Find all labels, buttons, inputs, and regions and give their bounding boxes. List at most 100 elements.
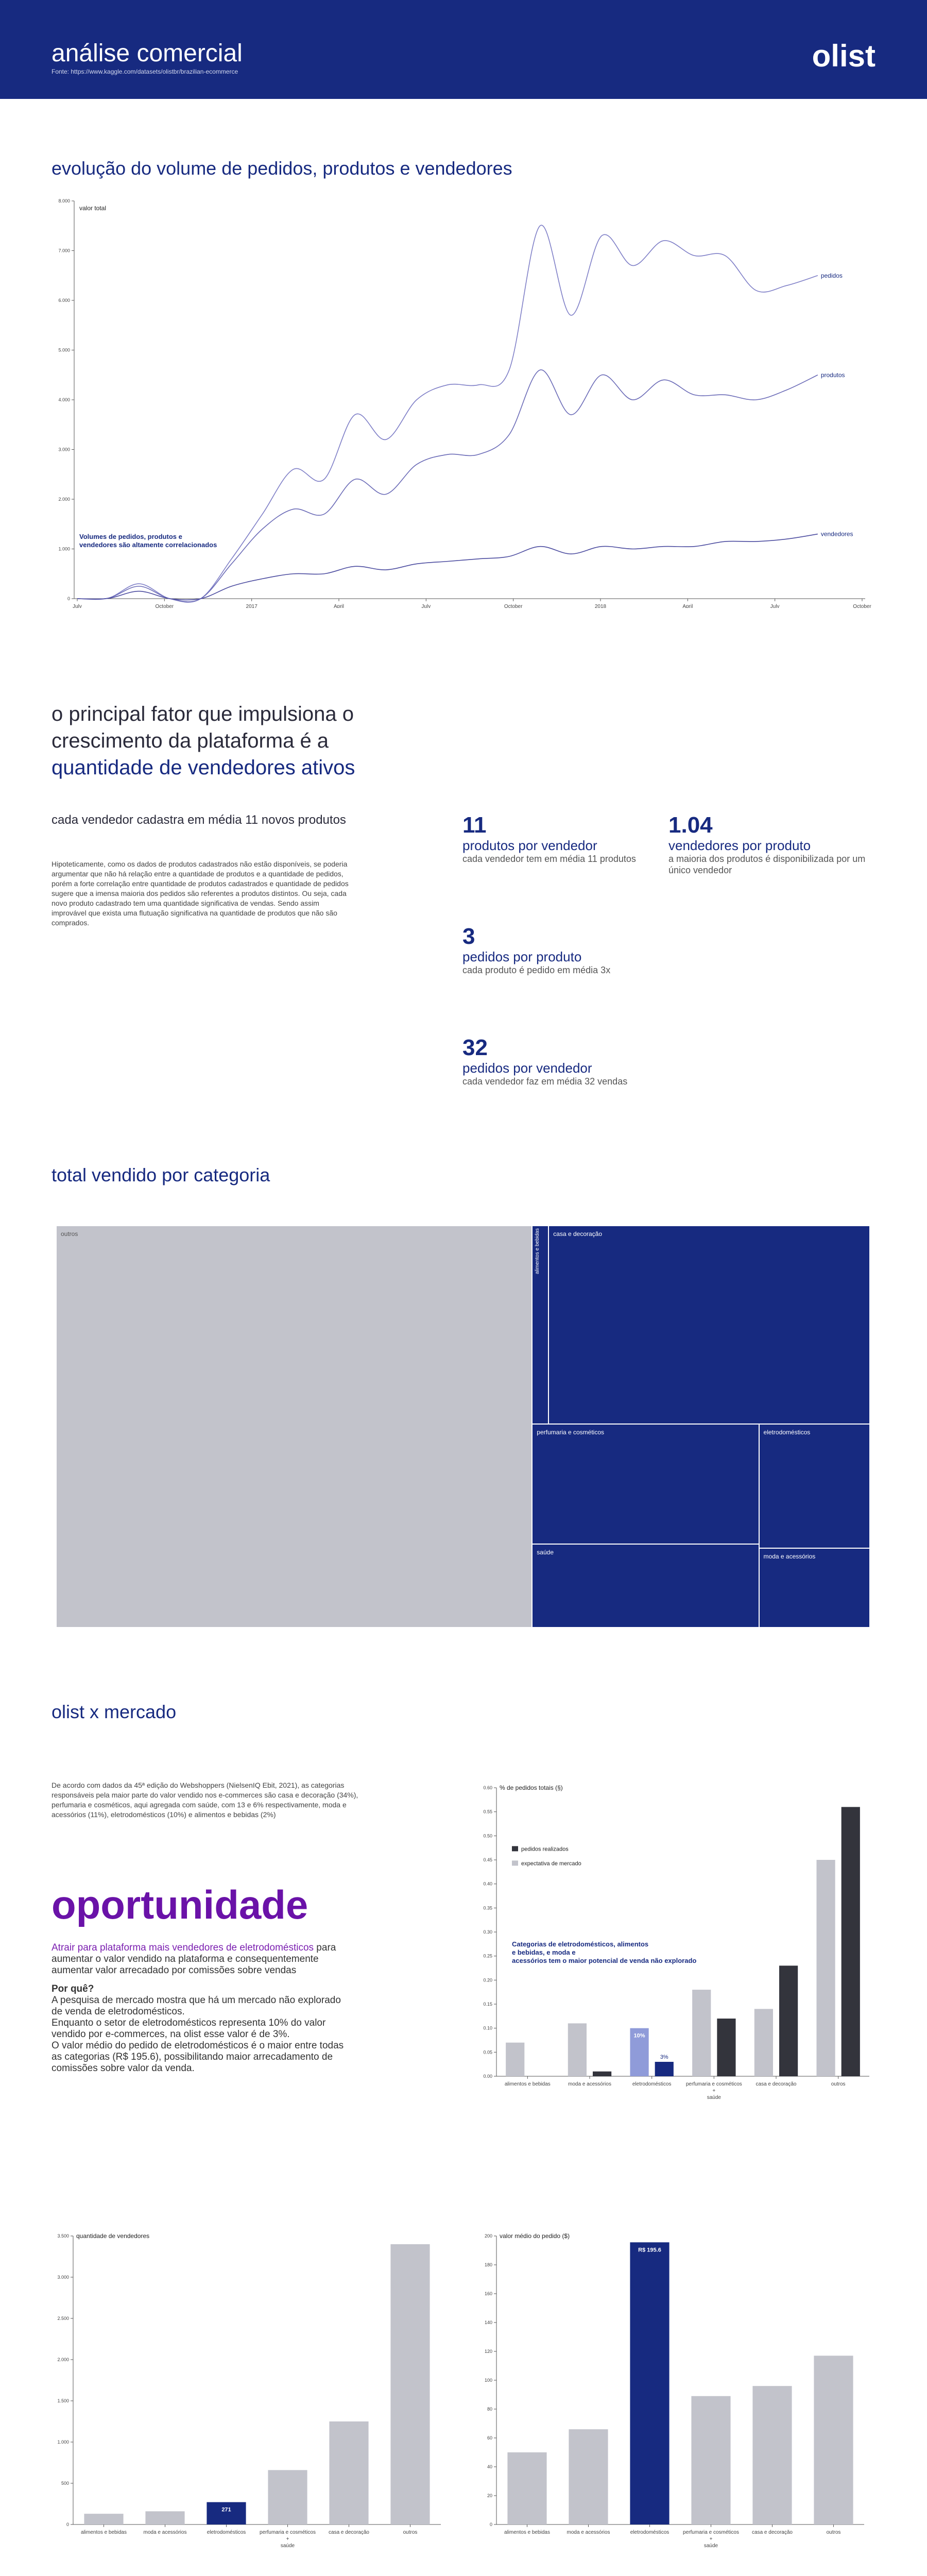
why-heading: Por quê?	[52, 1984, 94, 1994]
page-title: análise comercial	[52, 40, 243, 67]
why-line-1: A pesquisa de mercado mostra que há um m…	[52, 1995, 341, 2017]
bar	[507, 2452, 547, 2524]
treemap-label: perfumaria e cosméticos	[537, 1429, 605, 1436]
bar-value-label: 10%	[634, 2033, 645, 2039]
treemap-cell: perfumaria e cosméticos	[533, 1425, 759, 1544]
section-title-evolution: evolução do volume de pedidos, produtos …	[52, 158, 512, 179]
y-tick-label: 0.00	[483, 2074, 492, 2079]
x-tick-label: alimentos e bebidas	[505, 2081, 551, 2087]
annotation-line: Volumes de pedidos, produtos e	[79, 533, 182, 540]
x-tick-label: July	[770, 604, 780, 608]
series-label-produtos: produtos	[821, 371, 845, 379]
bar-market-expectation	[692, 1990, 711, 2076]
bar	[814, 2355, 853, 2524]
y-tick-label: 3.000	[58, 447, 70, 452]
bar	[329, 2421, 369, 2524]
growth-paragraph: Hipoteticamente, como os dados de produt…	[52, 860, 349, 927]
y-tick-label: 500	[61, 2481, 69, 2486]
bar-orders-realized	[717, 2019, 736, 2076]
y-tick-label: 0.45	[483, 1857, 492, 1862]
x-tick-label: July	[73, 604, 82, 608]
series-line-vendedores	[77, 533, 818, 601]
annotation-line: e bebidas, e moda e	[512, 1948, 576, 1956]
y-axis-label: % de pedidos totais (§)	[500, 1784, 563, 1791]
bar-orders-realized	[593, 2071, 612, 2076]
y-tick-label: 6.000	[58, 298, 70, 303]
x-tick-label: moda e acessórios	[568, 2081, 611, 2087]
legend-label: pedidos realizados	[521, 1846, 569, 1852]
y-tick-label: 120	[485, 2349, 492, 2354]
stat-label: produtos por vendedor	[462, 838, 597, 853]
y-tick-label: 0.10	[483, 2026, 492, 2031]
section-title-category: total vendido por categoria	[52, 1164, 270, 1185]
x-tick-label: perfumaria e cosméticos	[686, 2081, 742, 2087]
x-tick-label: casa e decoração	[752, 2530, 793, 2535]
treemap-label: alimentos e bebidas	[535, 1228, 541, 1274]
y-tick-label: 0.40	[483, 1882, 492, 1887]
x-tick-label: July	[421, 604, 431, 608]
x-tick-label: eletrodomésticos	[207, 2530, 246, 2535]
page-header: análise comercial Fonte: https://www.kag…	[0, 0, 927, 99]
bar-market-expectation	[816, 1860, 835, 2076]
bar-orders-realized	[779, 1965, 798, 2076]
x-tick-label: saúde	[704, 2543, 718, 2549]
y-tick-label: 4.000	[58, 397, 70, 402]
market-annotation: Categorias de eletrodomésticos, alimento…	[512, 1940, 696, 1964]
olist-logo: olist	[812, 39, 876, 73]
y-tick-label: 20	[487, 2493, 492, 2498]
bar-value-label: 3%	[660, 2054, 668, 2060]
y-axis-label: valor médio do pedido ($)	[500, 2232, 570, 2240]
x-tick-label: moda e acessórios	[567, 2530, 610, 2535]
x-tick-label: saúde	[707, 2095, 722, 2100]
y-tick-label: 2.000	[57, 2357, 69, 2362]
y-tick-label: 0.20	[483, 1977, 492, 1982]
bar-value-label: R$ 195.6	[638, 2247, 661, 2253]
sellers-bar-chart: 0 500 1.000 1.500 2.000 2.500 3.000 3.500 quanti…	[57, 2232, 441, 2549]
y-tick-label: 1.500	[57, 2398, 69, 2403]
treemap-chart: outros alimentos e bebidas casa e decoraçã…	[57, 1226, 870, 1628]
treemap-label: eletrodomésticos	[763, 1429, 811, 1436]
bar-value-label: 271	[221, 2507, 231, 2513]
x-tick-label: April	[334, 604, 344, 608]
market-paragraph: De acordo com dados da 45ª edição do Web…	[52, 1781, 358, 1819]
bar	[569, 2429, 608, 2524]
chart-annotation: Volumes de pedidos, produtos e vendedores…	[79, 533, 217, 549]
avg-order-bar-chart: 0 20 40 60 80 100 120 140 160 180 200 valor médio d…	[485, 2232, 864, 2549]
opp-highlight: Atrair para plataforma mais vendedores d…	[52, 1942, 314, 1953]
bar	[390, 2244, 430, 2524]
y-tick-label: 100	[485, 2378, 492, 2383]
y-tick-label: 180	[485, 2262, 492, 2267]
source-link[interactable]: Fonte: https://www.kaggle.com/datasets/o…	[52, 68, 238, 75]
y-tick-label: 200	[485, 2233, 492, 2239]
treemap-label: moda e acessórios	[763, 1552, 816, 1560]
treemap-cell: saúde	[533, 1544, 759, 1627]
stat-label: vendedores por produto	[668, 838, 811, 853]
stat-label: pedidos por vendedor	[462, 1060, 592, 1076]
line-chart: 0 1.000 2.000 3.000 4.000 5.000 6.000 7.000 8.00…	[58, 198, 871, 608]
bar	[630, 2242, 670, 2524]
bar	[145, 2511, 185, 2524]
bar-market-expectation	[754, 2009, 773, 2076]
x-tick-label: alimentos e bebidas	[504, 2530, 550, 2535]
y-tick-label: 140	[485, 2320, 492, 2325]
stat-label: pedidos por produto	[462, 949, 582, 964]
x-tick-label: casa e decoração	[756, 2081, 797, 2087]
x-tick-label: perfumaria e cosméticos	[683, 2530, 739, 2535]
section-title-market: olist x mercado	[52, 1701, 177, 1722]
bar	[691, 2396, 731, 2524]
annotation-line: vendedores são altamente correlacionados	[79, 541, 217, 549]
market-bar-chart: 0.00 0.05 0.10 0.15 0.20 0.25 0.30 0.35 0.40 0.45…	[483, 1784, 869, 2100]
x-tick-label: April	[682, 604, 693, 608]
x-tick-label: casa e decoração	[329, 2530, 369, 2535]
treemap-cell: outros	[57, 1226, 532, 1627]
y-tick-label: 160	[485, 2291, 492, 2296]
stat-desc: a maioria dos produtos é disponibilizada…	[668, 854, 866, 875]
x-tick-label: moda e acessórios	[144, 2530, 187, 2535]
y-tick-label: 0	[490, 2522, 492, 2527]
stat-sellers-per-product: 1.04 vendedores por produto a maioria do…	[668, 813, 874, 876]
growth-headline: o principal fator que impulsiona o cresc…	[52, 701, 422, 781]
treemap-label: outros	[61, 1230, 78, 1238]
stat-products-per-seller: 11 produtos por vendedor cada vendedor t…	[462, 813, 668, 865]
bar-market-expectation	[568, 2023, 587, 2076]
x-tick-label: outros	[831, 2081, 846, 2087]
